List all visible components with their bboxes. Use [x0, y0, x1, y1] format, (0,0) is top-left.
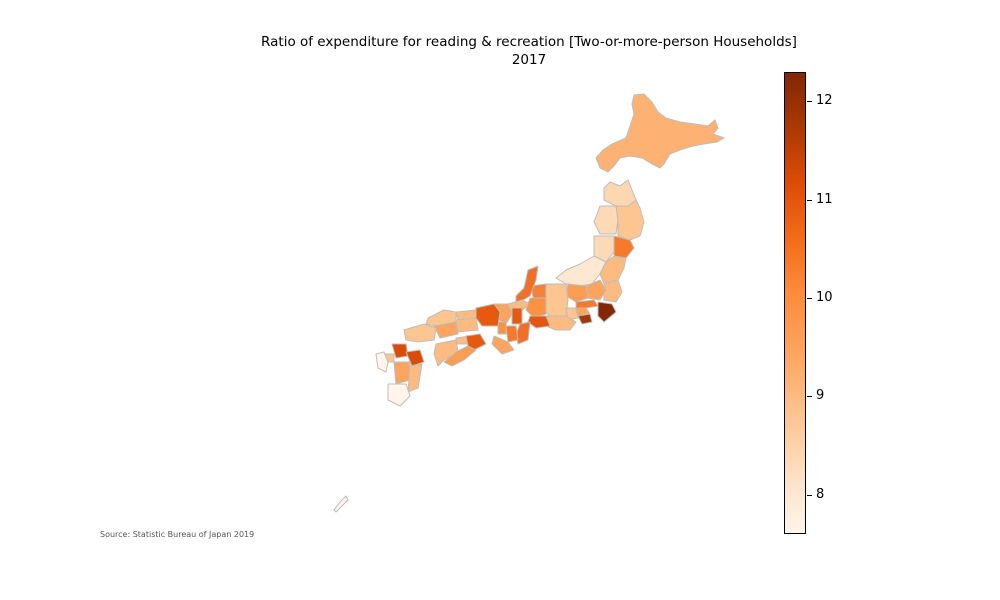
prefecture-wakayama [491, 335, 515, 355]
prefecture-yamagata [593, 235, 615, 263]
prefecture-akita [593, 205, 619, 235]
colorbar-tick-label: 11 [816, 192, 833, 207]
prefecture-osaka [497, 321, 507, 335]
prefecture-okayama [455, 317, 479, 333]
colorbar-tick [807, 495, 812, 496]
colorbar-tick [807, 101, 812, 102]
prefecture-chiba [597, 301, 617, 323]
prefecture-saitama [575, 299, 599, 309]
prefecture-iwate [615, 199, 645, 241]
colorbar-tick-label: 8 [816, 487, 825, 502]
prefecture-mie [515, 321, 531, 345]
prefecture-gunma [565, 283, 589, 303]
prefecture-tokushima [465, 333, 487, 351]
chart-title: Ratio of expenditure for reading & recre… [261, 34, 797, 50]
prefecture-gifu [525, 297, 547, 319]
colorbar [784, 72, 806, 534]
prefecture-ibaraki [603, 279, 623, 303]
prefecture-yamanashi [565, 307, 579, 321]
prefecture-aomori [603, 179, 637, 207]
prefecture-miyagi [613, 235, 635, 259]
prefecture-kagoshima [387, 383, 411, 407]
prefecture-kochi [443, 345, 477, 367]
prefecture-miyazaki [407, 363, 423, 393]
prefecture-hyogo [475, 303, 501, 327]
prefecture-hokkaido [595, 93, 725, 173]
prefecture-ehime [433, 339, 459, 367]
prefecture-kumamoto [393, 361, 411, 385]
prefecture-hiroshima [433, 321, 459, 339]
chart-subtitle-year: 2017 [511, 52, 547, 68]
prefecture-nara [505, 325, 519, 343]
prefecture-kanagawa [577, 313, 593, 325]
colorbar-tick [807, 298, 812, 299]
prefecture-okinawa [333, 495, 349, 513]
colorbar-tick-label: 12 [816, 93, 833, 108]
colorbar-tick [807, 200, 812, 201]
colorbar-tick [807, 396, 812, 397]
prefecture-yamaguchi [403, 323, 437, 343]
colorbar-tick-label: 9 [816, 388, 825, 403]
prefecture-nagasaki [375, 351, 389, 373]
colorbar-tick-label: 10 [816, 290, 833, 305]
source-note: Source: Statistic Bureau of Japan 2019 [100, 530, 255, 539]
prefecture-shiga [511, 307, 523, 325]
prefecture-aichi [527, 315, 551, 329]
